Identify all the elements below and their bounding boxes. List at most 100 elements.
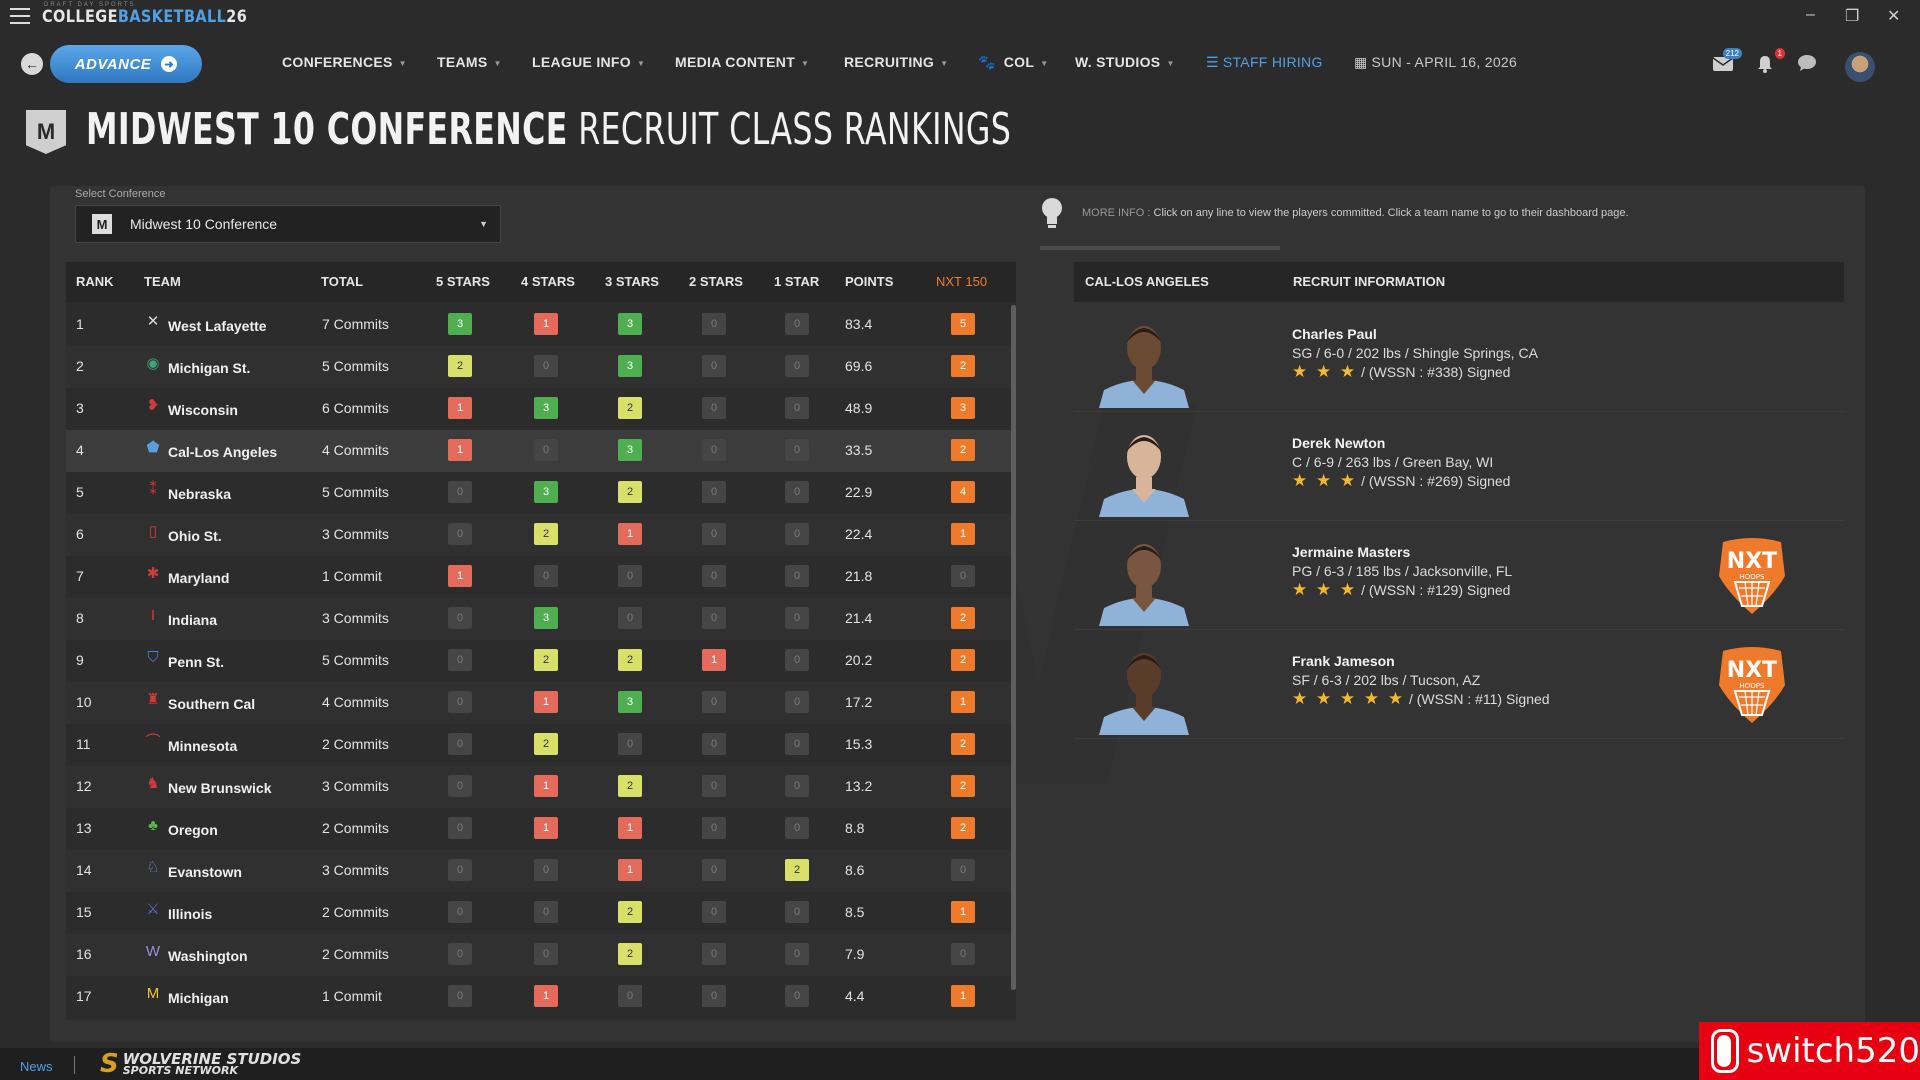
table-row[interactable]: 5 ⁑ Nebraska 5 Commits 0 3 2 0 0 22.9 4 bbox=[66, 472, 1012, 514]
nav-media-content[interactable]: MEDIA CONTENT ▼ bbox=[675, 54, 810, 70]
table-row[interactable]: 12 ♞ New Brunswick 3 Commits 0 1 2 0 0 13.2 2 bbox=[66, 766, 1012, 808]
star-count-badge: 0 bbox=[702, 775, 726, 797]
select-conference-label: Select Conference bbox=[75, 188, 166, 200]
table-row[interactable]: 4 ⬟ Cal-Los Angeles 4 Commits 1 0 3 0 0 33.5 2 bbox=[66, 430, 1012, 472]
nav-conferences[interactable]: CONFERENCES ▼ bbox=[282, 54, 407, 70]
nxt-150-badge: 4 bbox=[951, 481, 975, 503]
team-logo-icon: 🐾 bbox=[978, 54, 996, 70]
team-name-link[interactable]: Illinois bbox=[168, 906, 213, 922]
star-count-badge: 2 bbox=[618, 481, 642, 503]
points-cell: 22.4 bbox=[845, 526, 873, 542]
recruit-panel-header bbox=[1074, 262, 1844, 302]
minimize-icon[interactable]: – bbox=[1806, 6, 1815, 23]
table-row[interactable]: 1 ✕ West Lafayette 7 Commits 3 1 3 0 0 83.4 5 bbox=[66, 304, 1012, 346]
team-name-link[interactable]: Evanstown bbox=[168, 864, 242, 880]
total-commits-cell: 2 Commits bbox=[322, 946, 389, 962]
team-name-link[interactable]: Nebraska bbox=[168, 486, 232, 502]
scrollbar-thumb[interactable] bbox=[1011, 305, 1016, 990]
svg-text:HOOPS: HOOPS bbox=[1740, 573, 1766, 581]
team-name-link[interactable]: West Lafayette bbox=[168, 318, 267, 334]
news-link[interactable]: News bbox=[20, 1059, 53, 1074]
advance-button[interactable]: ADVANCE ➜ bbox=[50, 45, 202, 83]
table-row[interactable]: 8 I Indiana 3 Commits 0 3 0 0 0 21.4 2 bbox=[66, 598, 1012, 640]
nav-staff-hiring[interactable]: ☰ STAFF HIRING bbox=[1206, 54, 1323, 70]
team-logo-icon: ⬟ bbox=[146, 439, 160, 456]
points-cell: 4.4 bbox=[845, 988, 865, 1004]
recruit-card[interactable]: Charles Paul SG / 6-0 / 202 lbs / Shingl… bbox=[1074, 304, 1844, 412]
team-name-link[interactable]: Wisconsin bbox=[168, 402, 238, 418]
chat-icon[interactable] bbox=[1797, 54, 1819, 74]
table-row[interactable]: 3 ❥ Wisconsin 6 Commits 1 3 2 0 0 48.9 3 bbox=[66, 388, 1012, 430]
restore-icon[interactable]: ❐ bbox=[1845, 8, 1860, 25]
nxt-hoops-badge-icon: NXT HOOPS bbox=[1719, 647, 1785, 723]
team-name-link[interactable]: Cal-Los Angeles bbox=[168, 444, 278, 460]
star-count-badge: 0 bbox=[785, 943, 809, 965]
calendar-icon: ▦ bbox=[1354, 54, 1368, 70]
table-row[interactable]: 14 ♘ Evanstown 3 Commits 0 0 1 0 2 8.6 0 bbox=[66, 850, 1012, 892]
table-row[interactable]: 11 ⌒ Minnesota 2 Commits 0 2 0 0 0 15.3 2 bbox=[66, 724, 1012, 766]
table-row[interactable]: 15 ⚔ Illinois 2 Commits 0 0 2 0 0 8.5 1 bbox=[66, 892, 1012, 934]
star-rating-icon: ★ ★ ★ bbox=[1292, 580, 1358, 599]
recruit-card[interactable]: Frank Jameson SF / 6-3 / 202 lbs / Tucso… bbox=[1074, 631, 1844, 739]
team-name-link[interactable]: Minnesota bbox=[168, 738, 238, 754]
team-name-link[interactable]: Oregon bbox=[168, 822, 218, 838]
total-commits-cell: 4 Commits bbox=[322, 694, 389, 710]
recruit-details: SF / 6-3 / 202 lbs / Tucson, AZ bbox=[1292, 672, 1481, 688]
total-commits-cell: 5 Commits bbox=[322, 484, 389, 500]
star-count-badge: 2 bbox=[448, 355, 472, 377]
user-avatar[interactable] bbox=[1845, 52, 1875, 82]
table-row[interactable]: 13 ♣ Oregon 2 Commits 0 1 1 0 0 8.8 2 bbox=[66, 808, 1012, 850]
star-count-badge: 3 bbox=[534, 481, 558, 503]
rank-cell: 5 bbox=[76, 484, 84, 500]
star-count-badge: 0 bbox=[618, 733, 642, 755]
menu-icon[interactable] bbox=[10, 8, 30, 24]
team-name-link[interactable]: Ohio St. bbox=[168, 528, 222, 544]
nxt-150-badge: 2 bbox=[951, 733, 975, 755]
star-count-badge: 0 bbox=[534, 439, 558, 461]
svg-text:HOOPS: HOOPS bbox=[1740, 682, 1766, 690]
team-name-link[interactable]: Indiana bbox=[168, 612, 218, 628]
team-name-link[interactable]: Michigan bbox=[168, 990, 229, 1006]
nav-teams[interactable]: TEAMS ▼ bbox=[437, 54, 502, 70]
header-nxt-150: NXT 150 bbox=[936, 274, 988, 289]
mail-icon[interactable]: 212 bbox=[1712, 48, 1742, 74]
star-count-badge: 1 bbox=[534, 691, 558, 713]
nxt-150-badge: 2 bbox=[951, 607, 975, 629]
recruit-card[interactable]: Jermaine Masters PG / 6-3 / 185 lbs / Ja… bbox=[1074, 522, 1844, 630]
star-count-badge: 0 bbox=[448, 943, 472, 965]
star-count-badge: 0 bbox=[785, 355, 809, 377]
nav-w-studios[interactable]: W. STUDIOS ▼ bbox=[1075, 54, 1175, 70]
table-row[interactable]: 16 W Washington 2 Commits 0 0 2 0 0 7.9 0 bbox=[66, 934, 1012, 976]
team-name-link[interactable]: Maryland bbox=[168, 570, 230, 586]
table-row[interactable]: 2 ◉ Michigan St. 5 Commits 2 0 3 0 0 69.6 2 bbox=[66, 346, 1012, 388]
table-row[interactable]: 9 ⛉ Penn St. 5 Commits 0 2 2 1 0 20.2 2 bbox=[66, 640, 1012, 682]
nxt-150-badge: 1 bbox=[951, 691, 975, 713]
team-name-link[interactable]: Washington bbox=[168, 948, 248, 964]
table-row[interactable]: 10 ♜ Southern Cal 4 Commits 0 1 3 0 0 17.2 1 bbox=[66, 682, 1012, 724]
header-4-stars: 4 STARS bbox=[521, 274, 575, 289]
team-name-link[interactable]: New Brunswick bbox=[168, 780, 272, 796]
back-button[interactable]: ← bbox=[21, 53, 43, 75]
team-name-link[interactable]: Michigan St. bbox=[168, 360, 251, 376]
nav-league-info[interactable]: LEAGUE INFO ▼ bbox=[532, 54, 646, 70]
table-row[interactable]: 17 M Michigan 1 Commit 0 1 0 0 0 4.4 1 bbox=[66, 976, 1012, 1018]
table-row[interactable]: 7 ✱ Maryland 1 Commit 1 0 0 0 0 21.8 0 bbox=[66, 556, 1012, 598]
nav-recruiting[interactable]: RECRUITING ▼ bbox=[844, 54, 949, 70]
star-count-badge: 0 bbox=[785, 397, 809, 419]
header-2-stars: 2 STARS bbox=[689, 274, 743, 289]
team-name-link[interactable]: Southern Cal bbox=[168, 696, 256, 712]
star-count-badge: 0 bbox=[448, 691, 472, 713]
star-count-badge: 0 bbox=[702, 733, 726, 755]
star-count-badge: 0 bbox=[785, 439, 809, 461]
table-row[interactable]: 6 ▯ Ohio St. 3 Commits 0 2 1 0 0 22.4 1 bbox=[66, 514, 1012, 556]
recruit-card[interactable]: Derek Newton C / 6-9 / 263 lbs / Green B… bbox=[1074, 413, 1844, 521]
bell-icon[interactable]: 1 bbox=[1755, 48, 1785, 74]
nav-col[interactable]: 🐾 COL ▼ bbox=[978, 54, 1049, 70]
close-icon[interactable]: ✕ bbox=[1887, 8, 1901, 25]
notification-badge: 1 bbox=[1774, 48, 1785, 59]
star-count-badge: 0 bbox=[702, 397, 726, 419]
conference-small-logo: M bbox=[92, 214, 112, 234]
rank-cell: 12 bbox=[76, 778, 92, 794]
conference-select[interactable]: M Midwest 10 Conference ▼ bbox=[75, 205, 501, 243]
team-name-link[interactable]: Penn St. bbox=[168, 654, 225, 670]
